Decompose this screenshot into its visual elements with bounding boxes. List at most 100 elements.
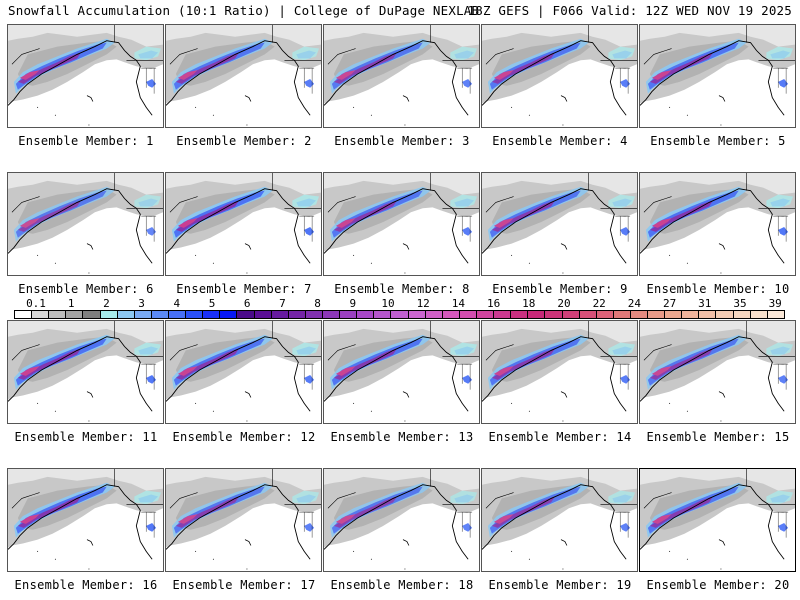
land-light	[640, 25, 795, 47]
map-feature	[511, 402, 513, 404]
snow-purple	[175, 200, 240, 232]
coastline-alaska	[11, 48, 40, 65]
ensemble-map-panel	[481, 172, 638, 276]
colorbar-swatch	[476, 311, 495, 318]
snow-west-us	[462, 374, 473, 384]
map-feature	[669, 402, 671, 404]
map-feature	[370, 262, 372, 264]
hawaii	[244, 391, 252, 398]
snow-west-us	[778, 374, 789, 384]
coastline-alaska	[327, 344, 356, 361]
map-feature	[13, 186, 162, 242]
map-feature	[353, 550, 355, 552]
coastline-alaska	[643, 344, 672, 361]
hawaii	[560, 391, 568, 398]
border-states	[141, 511, 157, 538]
ensemble-map-panel	[165, 320, 322, 424]
map-feature	[212, 410, 214, 412]
snow-purple	[649, 52, 714, 84]
map-feature	[686, 262, 688, 264]
snow-magenta	[493, 70, 514, 80]
map-feature	[370, 410, 372, 412]
snow-west-us	[304, 78, 315, 88]
colorbar-swatch	[203, 311, 221, 318]
snow-purple	[491, 200, 556, 232]
map-feature	[13, 482, 162, 538]
coastline-alaska	[169, 344, 198, 361]
land-light	[166, 469, 321, 491]
ensemble-member-label: Ensemble Member: 1	[18, 134, 154, 148]
map-feature	[195, 402, 197, 404]
ensemble-map-panel	[7, 24, 164, 128]
snow-west-us	[620, 374, 631, 384]
land-light	[166, 321, 321, 343]
coastline-alaska	[643, 492, 672, 509]
ensemble-member-label: Ensemble Member: 10	[646, 282, 790, 296]
land-light	[8, 173, 163, 195]
coastline	[166, 40, 311, 116]
map-feature	[171, 334, 320, 390]
map-feature	[562, 124, 564, 126]
snow-ne-light	[766, 46, 794, 61]
hawaii	[402, 243, 410, 250]
snow-ne-light	[450, 194, 478, 209]
snow-blue	[173, 338, 265, 386]
snow-blue	[15, 338, 107, 386]
snow-west-us	[146, 226, 157, 236]
hawaii	[86, 243, 94, 250]
map-feature	[88, 420, 90, 422]
land-light	[482, 173, 637, 195]
colorbar-swatch	[374, 311, 392, 318]
map-feature	[487, 334, 636, 390]
colorbar-swatch	[186, 311, 204, 318]
ensemble-map-panel	[481, 320, 638, 424]
colorbar-tick-label: 10	[381, 297, 395, 310]
ensemble-map-panel	[639, 24, 796, 128]
snow-purple	[333, 200, 398, 232]
snow-ne-light	[608, 490, 636, 505]
ensemble-member-label: Ensemble Member: 2	[176, 134, 312, 148]
colorbar-swatch	[750, 311, 768, 318]
coastline	[166, 188, 311, 264]
colorbar-swatch	[288, 311, 306, 318]
border-states	[615, 363, 631, 390]
colorbar-tick-label: 0.1	[26, 297, 46, 310]
map-feature	[37, 106, 39, 108]
map-feature	[562, 272, 564, 274]
land-light	[166, 25, 321, 47]
colorbar-swatch	[767, 311, 784, 318]
coastline	[324, 336, 469, 412]
coastline	[640, 484, 785, 560]
map-feature	[669, 106, 671, 108]
snow-ne-light	[134, 342, 162, 357]
colorbar-tick-label: 35	[733, 297, 747, 310]
snow-purple	[491, 496, 556, 528]
colorbar-swatch	[579, 311, 597, 318]
colorbar-swatch	[271, 311, 289, 318]
map-feature	[54, 262, 56, 264]
ensemble-map-panel	[165, 172, 322, 276]
coastline-alaska	[11, 492, 40, 509]
colorbar-labels: 0.1 1 2 3 4 5 6 7 8 9 10 12 14 16 18 20 22 24 27 31 35 39	[14, 297, 785, 310]
snow-ne-light	[766, 194, 794, 209]
snow-west-us	[778, 522, 789, 532]
snow-west-us	[620, 522, 631, 532]
map-feature	[645, 482, 794, 538]
coastline	[324, 484, 469, 560]
colorbar-swatch	[425, 311, 443, 318]
land-light	[324, 321, 479, 343]
snow-magenta	[651, 218, 672, 228]
snow-purple	[17, 200, 82, 232]
land-light	[8, 469, 163, 491]
snow-purple	[491, 52, 556, 84]
colorbar-tick-label: 18	[522, 297, 536, 310]
colorbar-tick-label: 7	[279, 297, 286, 310]
snow-ne-light	[134, 46, 162, 61]
colorbar-swatch	[648, 311, 666, 318]
snow-blue	[647, 338, 739, 386]
hawaii	[402, 391, 410, 398]
ensemble-member-label: Ensemble Member: 19	[488, 578, 632, 592]
snow-blue	[331, 338, 423, 386]
hawaii	[718, 391, 726, 398]
map-feature	[329, 482, 478, 538]
